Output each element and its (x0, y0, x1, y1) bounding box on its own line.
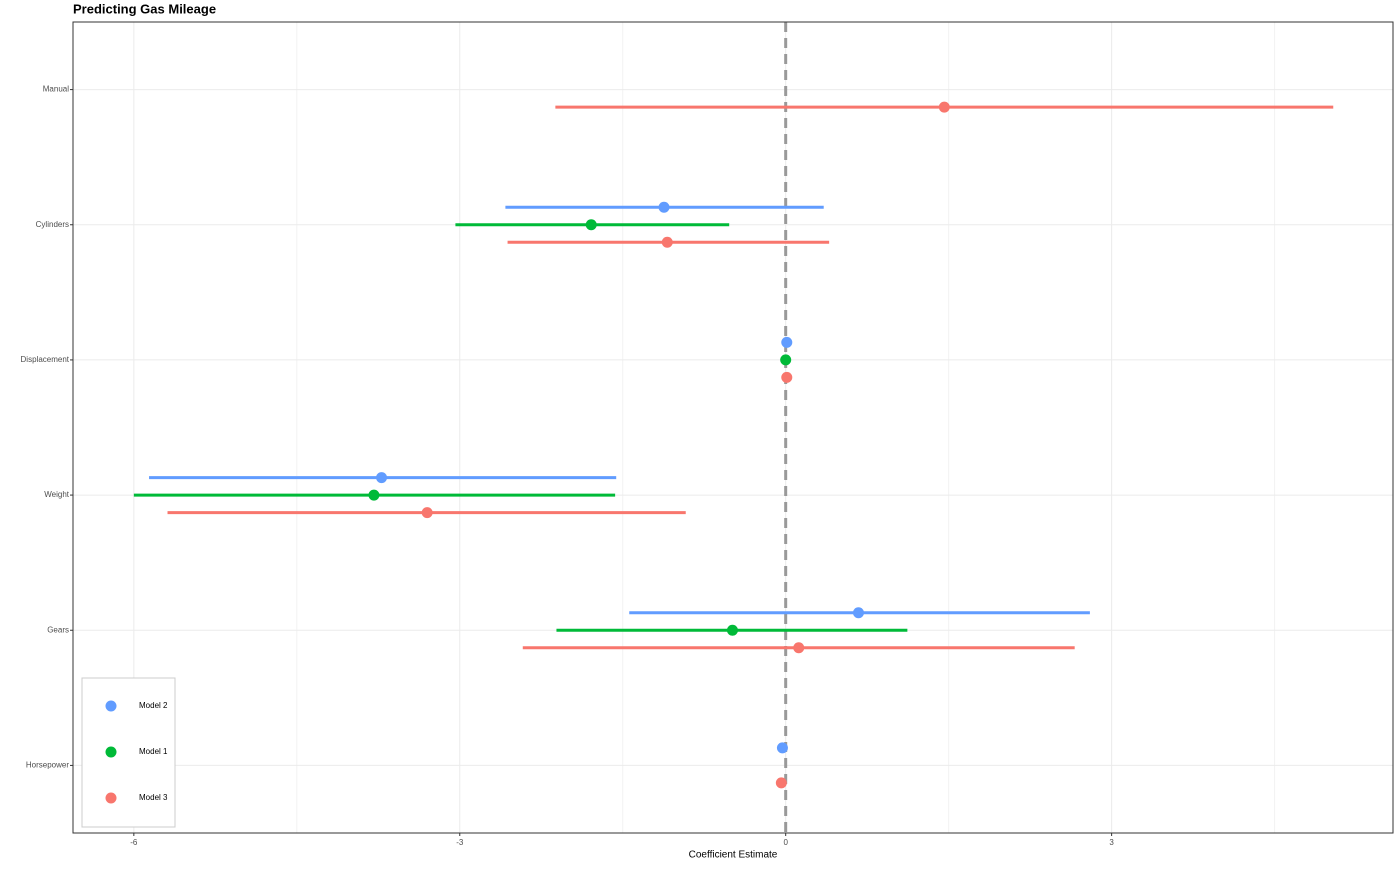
legend-marker (105, 746, 117, 758)
point (781, 371, 793, 383)
point (658, 201, 670, 213)
y-tick-label: Cylinders (36, 220, 69, 229)
legend-marker (105, 792, 117, 804)
legend-label: Model 1 (139, 747, 168, 756)
legend-box (81, 677, 176, 828)
point (852, 607, 864, 619)
chart-title: Predicting Gas Mileage (73, 1, 216, 16)
point (781, 336, 793, 348)
point (376, 472, 388, 484)
point (793, 642, 805, 654)
point (938, 101, 950, 113)
y-tick-label: Manual (43, 85, 69, 94)
x-tick-label: 0 (783, 838, 788, 847)
y-tick-label: Weight (44, 490, 70, 499)
point (585, 219, 597, 231)
plot-border (72, 21, 1394, 834)
y-tick-label: Horsepower (26, 761, 69, 770)
x-tick-label: -3 (456, 838, 464, 847)
point (661, 236, 673, 248)
x-tick-label: 3 (1109, 838, 1114, 847)
point (421, 507, 433, 519)
point (776, 742, 788, 754)
y-tick-label: Gears (47, 625, 69, 634)
x-tick-label: -6 (130, 838, 138, 847)
x-axis-label: Coefficient Estimate (689, 850, 778, 861)
legend-label: Model 3 (139, 793, 168, 802)
point (726, 624, 738, 636)
legend-marker (105, 700, 117, 712)
point (775, 777, 787, 789)
legend-label: Model 2 (139, 701, 168, 710)
point (780, 354, 792, 366)
y-tick-label: Displacement (21, 355, 70, 364)
point (368, 489, 380, 501)
